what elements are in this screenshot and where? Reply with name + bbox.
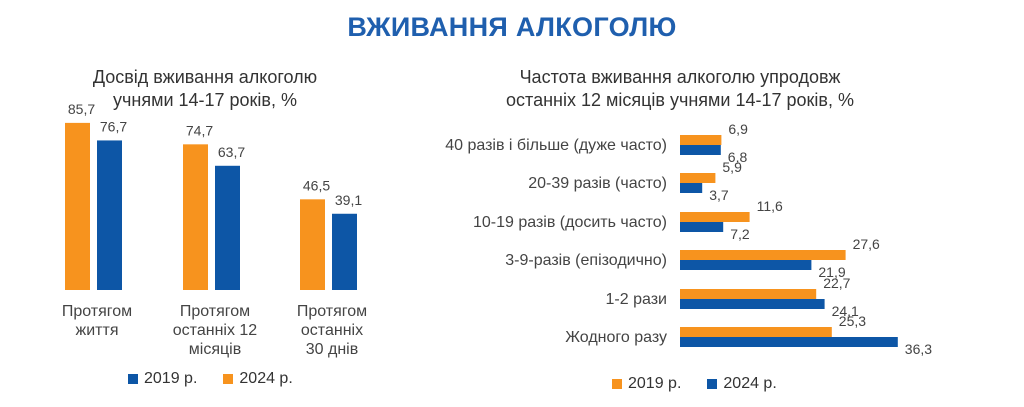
data-label: 24,1 (832, 303, 859, 319)
left-chart-title-line: Досвід вживання алкоголю (92, 67, 318, 87)
data-label: 11,6 (757, 198, 783, 214)
data-label: 46,5 (303, 177, 330, 193)
bar (183, 144, 208, 290)
category-label: Протягом (62, 303, 132, 320)
page-title: ВЖИВАННЯ АЛКОГОЛЮ (347, 12, 677, 42)
category-label: Протягом (180, 303, 250, 320)
bar (680, 183, 703, 193)
category-label: Протягом (297, 303, 367, 320)
category-label: життя (76, 322, 119, 339)
bar (680, 299, 825, 309)
bar (680, 337, 898, 347)
legend-swatch (223, 374, 234, 384)
bar (680, 145, 721, 155)
bar (215, 165, 240, 290)
legend-swatch (612, 379, 622, 389)
category-label: 30 днів (306, 341, 358, 358)
data-label: 6,8 (728, 149, 748, 165)
data-label: 21,9 (818, 264, 845, 280)
category-label: 10-19 разів (досить часто) (473, 214, 667, 231)
right-chart-legend: 2019 р. 2024 р. (612, 375, 803, 393)
data-label: 39,1 (335, 192, 362, 208)
data-label: 5,9 (722, 159, 742, 175)
data-label: 3,7 (709, 187, 729, 203)
data-label: 27,6 (853, 236, 880, 252)
right-chart-title-line: Частота вживання алкоголю упродовж (519, 67, 841, 87)
legend-label: 2019 р. (144, 370, 198, 387)
bar (680, 212, 750, 222)
category-label: 40 разів і більше (дуже часто) (445, 137, 667, 154)
legend-swatch (707, 379, 718, 389)
legend-item: 2019 р. (128, 370, 197, 388)
data-label: 6,9 (728, 121, 748, 137)
category-label: Жодного разу (565, 329, 667, 346)
category-label: місяців (189, 341, 241, 358)
bar (680, 260, 812, 270)
legend-swatch (128, 374, 138, 384)
bar (680, 135, 722, 145)
legend-item: 2024 р. (223, 370, 293, 388)
bar (97, 140, 122, 290)
data-label: 22,7 (823, 275, 850, 291)
bar (65, 122, 90, 290)
category-label: останніх 12 (173, 322, 258, 339)
legend-label: 2024 р. (723, 375, 777, 392)
bar (300, 199, 325, 290)
data-label: 85,7 (68, 101, 95, 117)
category-label: 1-2 рази (606, 291, 667, 308)
bar (332, 213, 357, 290)
category-label: останніх (301, 322, 363, 339)
data-label: 7,2 (730, 226, 750, 242)
right-chart-title: Частота вживання алкоголю упродовж остан… (460, 66, 900, 112)
data-label: 36,3 (905, 341, 932, 357)
right-chart-title-line: останніх 12 місяців учнями 14-17 років, … (506, 90, 854, 110)
left-chart-legend: 2019 р. 2024 р. (128, 370, 319, 388)
category-label: 20-39 разів (часто) (528, 175, 667, 192)
bar (680, 289, 817, 299)
category-label: 3-9-разів (епізодично) (505, 252, 667, 269)
data-label: 76,7 (100, 118, 127, 134)
left-chart-title: Досвід вживання алкоголю учнями 14-17 ро… (40, 66, 370, 112)
data-label: 25,3 (839, 313, 866, 329)
left-chart-title-line: учнями 14-17 років, % (113, 90, 297, 110)
bar (680, 173, 716, 183)
data-label: 74,7 (186, 122, 213, 138)
bar (680, 222, 724, 232)
legend-label: 2019 р. (628, 375, 682, 392)
legend-item: 2019 р. (612, 375, 681, 393)
data-label: 63,7 (218, 144, 245, 160)
bar (680, 327, 832, 337)
bar (680, 250, 846, 260)
legend-item: 2024 р. (707, 375, 777, 393)
legend-label: 2024 р. (239, 370, 293, 387)
